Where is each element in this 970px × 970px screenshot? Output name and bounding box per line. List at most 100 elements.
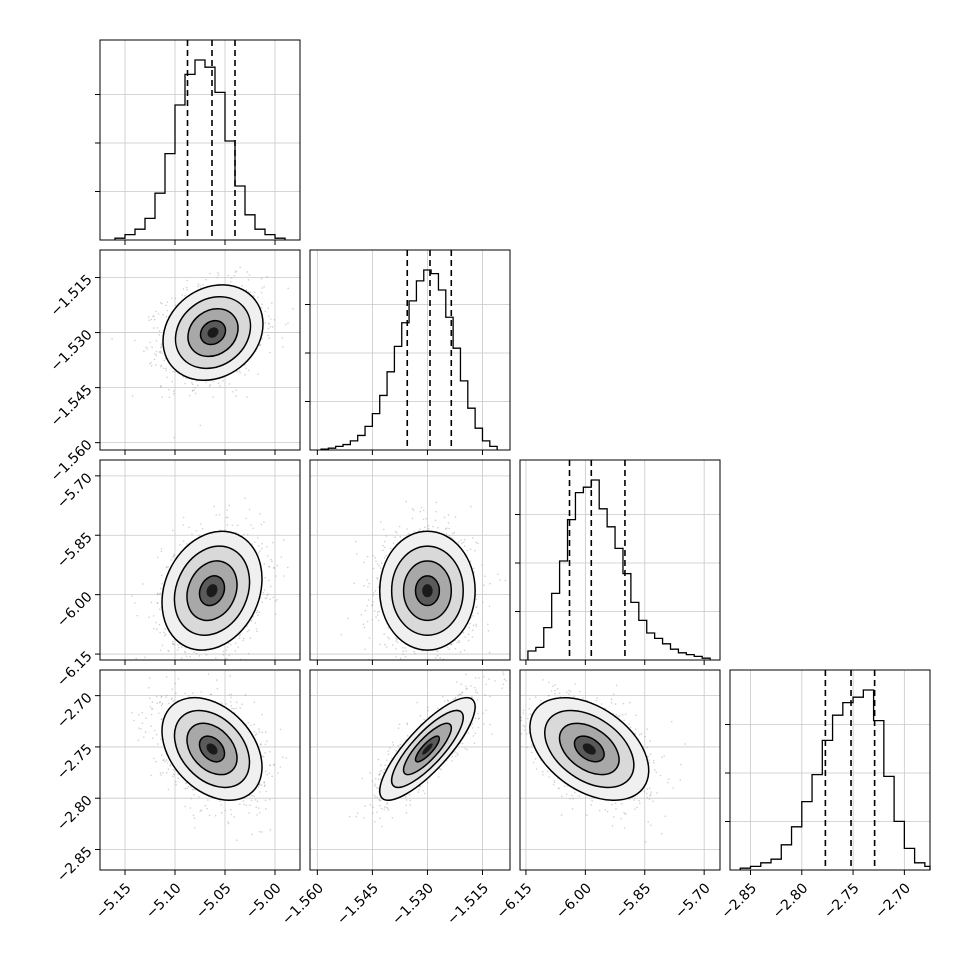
sample-point <box>362 623 365 626</box>
sample-point <box>443 516 446 519</box>
sample-point <box>450 644 452 646</box>
sample-point <box>376 796 378 798</box>
sample-point <box>405 804 407 807</box>
sample-point <box>248 508 251 511</box>
sample-point <box>226 509 228 511</box>
sample-point <box>248 629 250 632</box>
sample-point <box>155 695 158 698</box>
sample-point <box>456 752 458 754</box>
sample-point <box>164 760 166 763</box>
sample-point <box>376 578 379 580</box>
sample-point <box>178 544 181 546</box>
sample-point <box>404 796 407 798</box>
sample-point <box>379 567 382 569</box>
sample-point <box>457 754 459 756</box>
sample-point <box>154 352 156 355</box>
y-tick-label: −2.70 <box>54 690 96 732</box>
sample-point <box>638 799 640 802</box>
sample-point <box>495 691 497 693</box>
sample-point <box>158 712 160 715</box>
sample-point <box>191 533 193 535</box>
sample-point <box>171 642 174 645</box>
sample-point <box>451 760 453 762</box>
sample-point <box>141 722 144 724</box>
sample-point <box>485 709 487 711</box>
sample-point <box>405 799 408 801</box>
sample-point <box>526 746 528 749</box>
sample-point <box>368 637 371 639</box>
sample-point <box>417 791 420 793</box>
sample-point <box>489 723 491 726</box>
sample-point <box>195 530 197 532</box>
sample-point <box>271 560 273 563</box>
sample-point <box>222 654 225 656</box>
sample-point <box>235 389 237 391</box>
sample-point <box>269 829 272 831</box>
sample-point <box>253 701 256 703</box>
sample-point <box>379 770 381 773</box>
sample-point <box>230 813 233 816</box>
sample-point <box>471 636 474 638</box>
sample-point <box>461 692 463 694</box>
sample-point <box>446 699 449 702</box>
sample-point <box>258 783 261 786</box>
x-tick-label: −1.560 <box>279 880 327 928</box>
contour-line <box>173 545 251 636</box>
sample-point <box>634 808 636 810</box>
sample-point <box>182 540 185 542</box>
sample-point <box>181 294 183 296</box>
sample-point <box>413 530 416 533</box>
sample-point <box>259 343 261 346</box>
sample-point <box>222 379 224 382</box>
sample-point <box>406 722 409 725</box>
sample-point <box>454 697 457 700</box>
y-tick-label: −1.515 <box>48 272 96 320</box>
sample-point <box>380 769 383 772</box>
sample-point <box>551 685 554 688</box>
sample-point <box>174 682 177 685</box>
sample-point <box>268 798 271 801</box>
sample-point <box>501 667 503 669</box>
sample-point <box>661 756 663 759</box>
sample-point <box>263 589 266 591</box>
sample-point <box>504 729 506 731</box>
sample-point <box>423 718 425 721</box>
sample-point <box>206 807 208 810</box>
sample-point <box>558 692 561 695</box>
sample-point <box>454 516 457 518</box>
sample-point <box>462 631 465 634</box>
sample-point <box>679 763 682 766</box>
sample-point <box>459 651 462 653</box>
sample-point <box>253 795 255 797</box>
sample-point <box>363 626 366 629</box>
sample-point <box>395 648 397 650</box>
sample-point <box>159 301 162 304</box>
sample-point <box>153 757 155 760</box>
sample-point <box>420 506 423 509</box>
sample-point <box>263 781 266 784</box>
sample-point <box>230 705 233 707</box>
sample-point <box>227 274 230 277</box>
sample-point <box>168 702 170 705</box>
sample-point <box>153 315 155 317</box>
sample-point <box>135 657 138 660</box>
sample-point <box>136 614 138 617</box>
sample-point <box>228 654 231 657</box>
sample-point <box>167 565 169 568</box>
sample-point <box>249 804 251 806</box>
sample-point <box>380 778 382 780</box>
sample-point <box>667 781 669 784</box>
sample-point <box>184 692 187 695</box>
sample-point <box>520 716 522 719</box>
sample-point <box>437 776 440 778</box>
sample-point <box>160 345 163 348</box>
sample-point <box>369 772 371 774</box>
sample-point <box>565 793 568 796</box>
sample-point <box>377 778 380 781</box>
sample-point <box>220 702 223 704</box>
sample-point <box>197 283 200 285</box>
sample-point <box>219 384 221 387</box>
density-fill <box>206 584 218 598</box>
sample-point <box>241 284 243 287</box>
sample-point <box>230 277 233 279</box>
